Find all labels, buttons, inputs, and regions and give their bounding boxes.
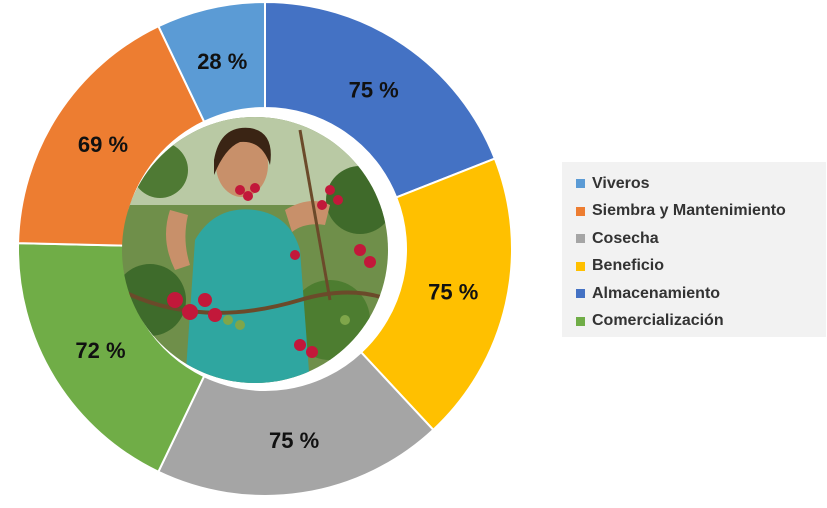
slice-cosecha (157, 350, 435, 497)
data-label: 75 % (269, 428, 319, 453)
data-label: 75 % (428, 280, 478, 305)
slice-almacenamiento (264, 0, 497, 199)
legend-item: Viveros (576, 170, 816, 198)
legend-swatch (576, 289, 585, 299)
legend-label: Siembra y Mantenimiento (592, 202, 786, 220)
legend-swatch (576, 261, 585, 271)
legend-item: Beneficio (576, 253, 816, 281)
legend-item: Almacenamiento (576, 280, 816, 308)
legend-item: Comercialización (576, 308, 816, 336)
data-label: 28 % (197, 49, 247, 74)
legend-label: Viveros (592, 174, 650, 192)
legend-label: Almacenamiento (592, 284, 721, 302)
legend-swatch (576, 234, 585, 244)
legend-label: Comercialización (592, 312, 724, 330)
slice-comercialización (17, 242, 206, 474)
chart-legend: Viveros Siembra y Mantenimiento Cosecha Ben… (562, 162, 826, 337)
legend-label: Cosecha (592, 229, 659, 247)
legend-label: Beneficio (592, 257, 665, 275)
data-label: 75 % (349, 77, 399, 102)
legend-swatch (576, 316, 585, 326)
legend-item: Siembra y Mantenimiento (576, 198, 816, 226)
data-label: 69 % (78, 132, 128, 157)
slice-beneficio (359, 157, 513, 432)
data-label: 72 % (75, 338, 125, 363)
legend-swatch (576, 206, 585, 216)
legend-swatch (576, 179, 585, 189)
legend-item: Cosecha (576, 225, 816, 253)
